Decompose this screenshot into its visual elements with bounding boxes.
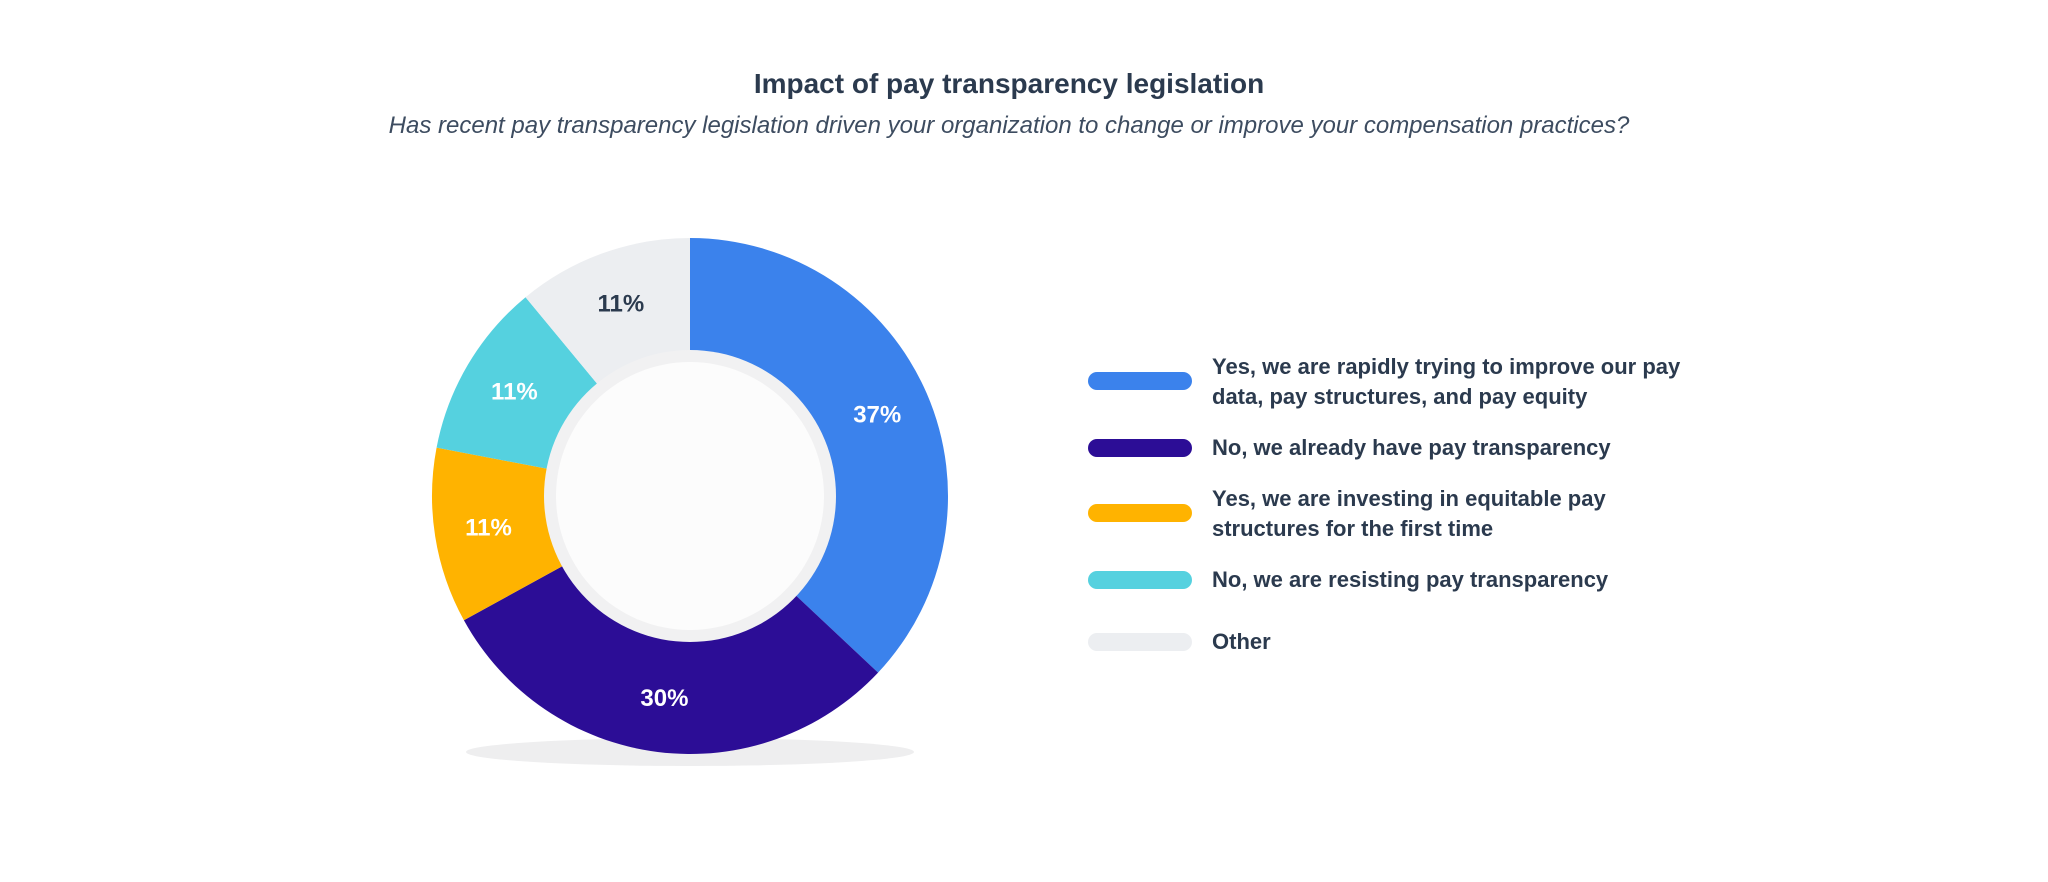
legend-item: No, we already have pay transparency <box>1088 430 1708 490</box>
slice-value-label: 30% <box>640 685 688 712</box>
slice-labels: 37% 30% 11% 11% 11% <box>465 291 901 712</box>
legend-item: Yes, we are investing in equitable pay s… <box>1088 482 1708 542</box>
legend-swatch <box>1088 372 1192 390</box>
legend-label: No, we already have pay transparency <box>1212 435 1611 460</box>
slice-value-label: 11% <box>598 291 645 318</box>
donut-slices <box>431 238 949 755</box>
slice-value-label: 11% <box>491 379 538 406</box>
donut-slice <box>690 238 949 673</box>
legend-swatch <box>1088 504 1192 522</box>
legend-label: Yes, we are rapidly trying to improve ou… <box>1212 354 1681 409</box>
legend-item: Yes, we are rapidly trying to improve ou… <box>1088 350 1708 410</box>
legend-label: No, we are resisting pay transparency <box>1212 567 1609 592</box>
legend-swatch <box>1088 439 1192 457</box>
slice-value-label: 37% <box>853 401 901 428</box>
slice-value-label: 11% <box>465 514 512 541</box>
donut-slice <box>436 297 603 471</box>
legend-swatch <box>1088 633 1192 651</box>
donut-slice <box>431 447 570 621</box>
legend-swatch <box>1088 571 1192 589</box>
donut-slice <box>525 238 690 390</box>
chart-subtitle: Has recent pay transparency legislation … <box>388 112 1630 139</box>
legend-item: Other <box>1088 624 1708 684</box>
donut-hole <box>556 362 824 630</box>
chart-title: Impact of pay transparency legislation <box>753 68 1265 99</box>
legend-item: No, we are resisting pay transparency <box>1088 562 1708 622</box>
legend-label: Other <box>1212 629 1271 654</box>
legend-label: Yes, we are investing in equitable pay s… <box>1212 486 1606 541</box>
